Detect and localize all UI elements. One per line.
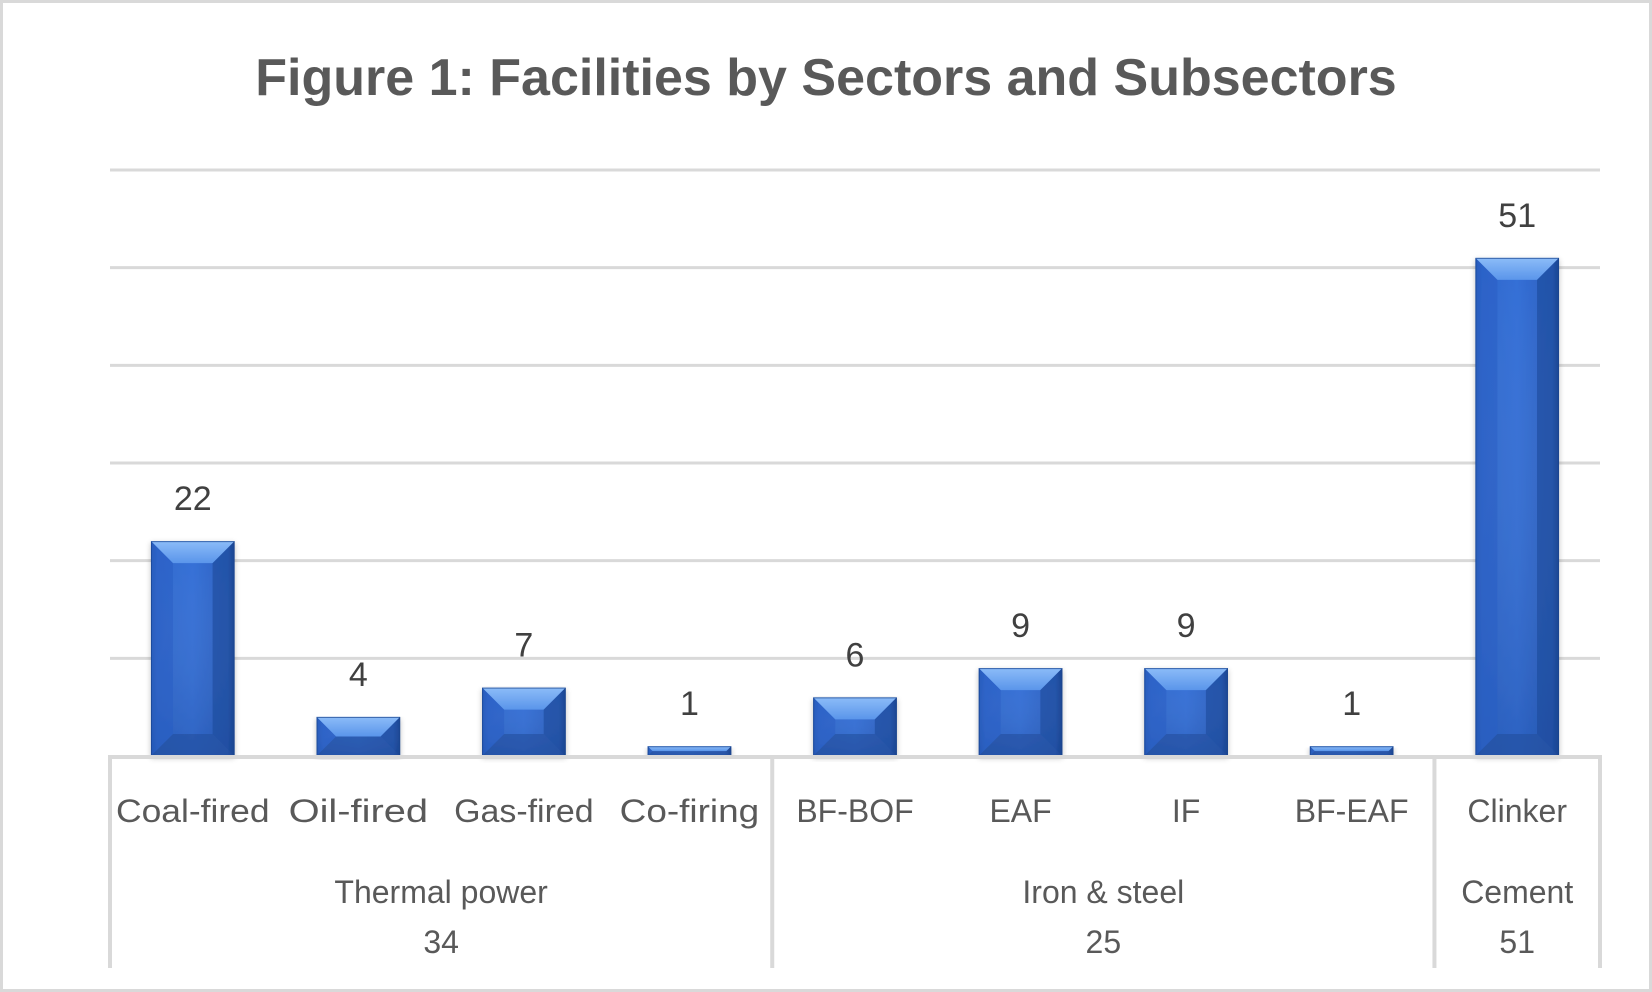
group-total: 25 bbox=[1086, 924, 1122, 960]
category-label: Gas-fired bbox=[454, 793, 594, 829]
bar bbox=[813, 697, 897, 757]
bar bbox=[150, 541, 235, 757]
data-label: 6 bbox=[846, 636, 865, 674]
bar-bevel-top bbox=[1309, 746, 1394, 752]
bar-bevel-right bbox=[212, 541, 235, 756]
bar-bevel-bottom bbox=[482, 734, 566, 756]
bar-bevel-right bbox=[380, 716, 401, 756]
bar-bevel-bottom bbox=[1475, 734, 1560, 756]
bar-bevel-left bbox=[1309, 746, 1315, 756]
bar-bevel-left bbox=[978, 668, 1001, 756]
group-total: 51 bbox=[1499, 924, 1535, 960]
bar-bevel-bottom bbox=[1309, 751, 1394, 756]
data-labels: 22 4 7 1 6 9 9 1 51 bbox=[174, 197, 1536, 723]
data-label: 9 bbox=[1177, 607, 1196, 645]
bar-bevel-bottom bbox=[1144, 734, 1228, 756]
bar-bevel-right bbox=[874, 697, 897, 756]
bar bbox=[1309, 746, 1394, 757]
category-label: Clinker bbox=[1467, 793, 1567, 829]
category-label: IF bbox=[1172, 793, 1200, 829]
bar-bevel-left bbox=[150, 541, 173, 756]
data-label: 1 bbox=[680, 685, 699, 723]
gridlines bbox=[110, 168, 1600, 660]
bar-bevel-bottom bbox=[150, 734, 235, 756]
category-label: EAF bbox=[989, 793, 1051, 829]
bar-bevel-right bbox=[1040, 668, 1063, 756]
bar bbox=[978, 668, 1063, 756]
bar-bevel-right bbox=[1205, 668, 1228, 756]
bar bbox=[647, 746, 732, 757]
bar-bevel-top bbox=[813, 697, 897, 720]
category-label: Oil-fired bbox=[289, 793, 429, 829]
category-label: BF-BOF bbox=[796, 793, 913, 829]
group-label: Cement bbox=[1461, 874, 1573, 910]
data-label: 9 bbox=[1011, 607, 1030, 645]
chart-title: Figure 1: Facilities by Sectors and Subs… bbox=[255, 49, 1396, 107]
bar-bevel-left bbox=[813, 697, 836, 756]
bar-bevel-top bbox=[482, 687, 566, 710]
group-total: 34 bbox=[423, 924, 459, 960]
bar-bevel-left bbox=[647, 746, 653, 756]
bar-bevel-top bbox=[978, 668, 1063, 691]
group-label: Thermal power bbox=[334, 874, 548, 910]
bars bbox=[150, 257, 1560, 757]
bar-bevel-right bbox=[1388, 746, 1394, 756]
group-label: Iron & steel bbox=[1022, 874, 1184, 910]
bar-bevel-right bbox=[726, 746, 732, 756]
bar-bevel-top bbox=[1475, 257, 1560, 280]
bar-bevel-top bbox=[150, 541, 235, 564]
bar-bevel-bottom bbox=[978, 734, 1063, 756]
bar bbox=[1475, 257, 1560, 756]
bar-bevel-bottom bbox=[813, 734, 897, 756]
data-label: 7 bbox=[514, 627, 533, 665]
bar bbox=[1144, 668, 1228, 756]
data-label: 22 bbox=[174, 480, 212, 518]
bar-bevel-bottom bbox=[316, 736, 401, 756]
category-axis: Coal-fired Oil-fired Gas-fired Co-firing BF-… bbox=[108, 755, 1602, 968]
bar-bevel-top bbox=[647, 746, 732, 752]
bar bbox=[482, 687, 566, 757]
data-label: 51 bbox=[1498, 197, 1536, 235]
category-label: BF-EAF bbox=[1295, 793, 1409, 829]
data-label: 1 bbox=[1342, 685, 1361, 723]
bar-bevel-right bbox=[543, 687, 566, 756]
bar-bevel-top bbox=[316, 716, 401, 737]
bar-bevel-left bbox=[1144, 668, 1167, 756]
data-label: 4 bbox=[349, 656, 368, 694]
bar-bevel-right bbox=[1537, 257, 1560, 756]
category-label: Coal-fired bbox=[116, 793, 270, 829]
bar-bevel-top bbox=[1144, 668, 1228, 691]
bar-bevel-left bbox=[1475, 257, 1498, 756]
bar-bevel-bottom bbox=[647, 751, 732, 756]
category-label: Co-firing bbox=[620, 793, 760, 829]
bar bbox=[316, 716, 401, 757]
bar-bevel-left bbox=[482, 687, 505, 756]
bar-bevel-left bbox=[316, 716, 337, 756]
